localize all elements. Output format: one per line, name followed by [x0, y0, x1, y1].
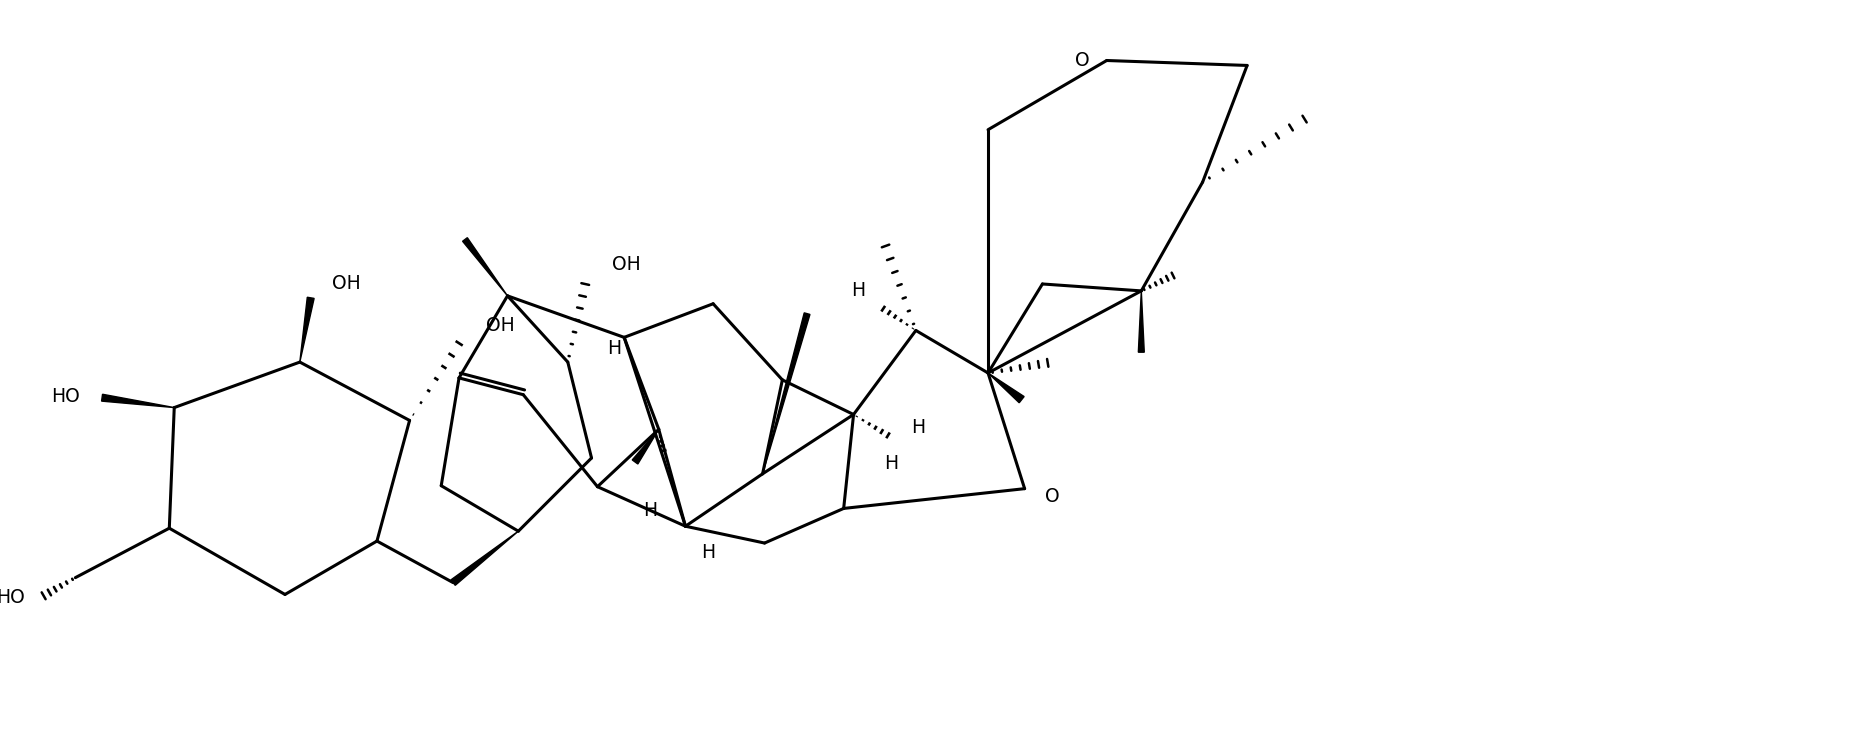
Text: OH: OH — [612, 255, 642, 274]
Text: H: H — [608, 339, 621, 357]
Polygon shape — [300, 297, 313, 362]
Polygon shape — [101, 394, 174, 408]
Text: OH: OH — [486, 316, 514, 335]
Polygon shape — [450, 531, 518, 585]
Polygon shape — [1139, 291, 1144, 352]
Text: OH: OH — [332, 275, 362, 294]
Polygon shape — [762, 313, 810, 474]
Text: H: H — [884, 454, 899, 474]
Text: H: H — [643, 501, 657, 520]
Text: HO: HO — [0, 588, 24, 607]
Text: H: H — [912, 418, 925, 437]
Polygon shape — [632, 429, 658, 464]
Text: HO: HO — [51, 387, 81, 406]
Text: O: O — [1045, 487, 1060, 506]
Polygon shape — [989, 373, 1024, 403]
Text: O: O — [1075, 51, 1090, 70]
Polygon shape — [463, 238, 508, 296]
Text: H: H — [702, 543, 715, 562]
Text: H: H — [852, 281, 865, 300]
